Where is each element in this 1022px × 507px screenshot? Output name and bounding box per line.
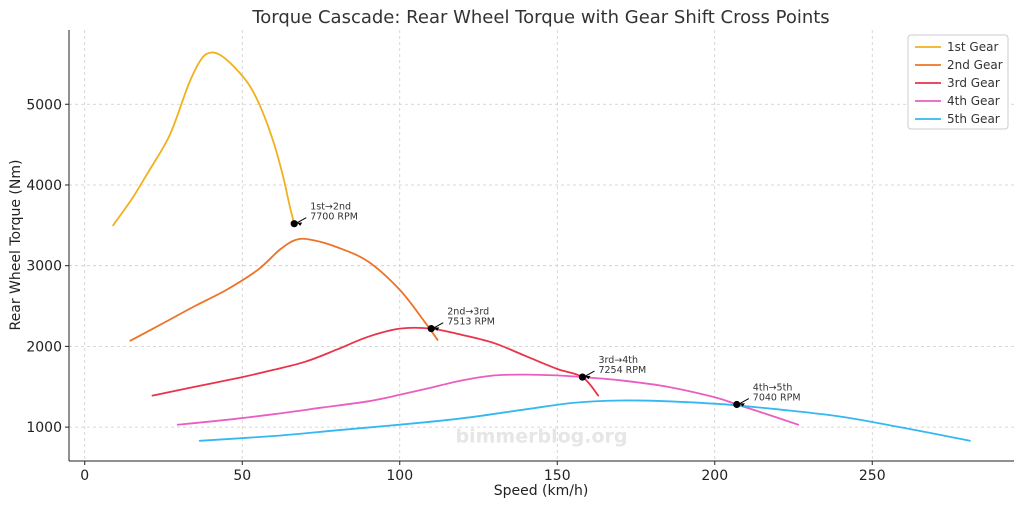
cross-point-label: 4th→5th <box>753 383 793 394</box>
x-tick-label: 50 <box>233 468 251 484</box>
y-tick-label: 5000 <box>26 97 62 113</box>
legend-label: 4th Gear <box>947 94 1000 108</box>
chart-title: Torque Cascade: Rear Wheel Torque with G… <box>251 7 829 28</box>
series-line-gear-1 <box>112 51 296 227</box>
cross-point-rpm: 7040 RPM <box>753 393 801 404</box>
y-axis-label: Rear Wheel Torque (Nm) <box>8 160 24 331</box>
y-tick-label: 3000 <box>26 259 62 275</box>
cross-point-arrow <box>434 322 444 329</box>
cross-point-label: 1st→2nd <box>310 202 351 213</box>
series-line-gear-3 <box>151 326 600 397</box>
x-axis-label: Speed (km/h) <box>494 483 589 499</box>
cross-point-arrow <box>739 398 750 404</box>
y-tick-label: 2000 <box>26 339 62 355</box>
cross-point-rpm: 7513 RPM <box>447 317 495 328</box>
cross-point-arrowhead <box>585 375 591 380</box>
series-line-gear-5 <box>198 399 971 442</box>
cross-point-marker <box>290 220 298 228</box>
x-tick-label: 100 <box>386 468 413 484</box>
cross-point-marker <box>427 325 435 333</box>
cross-point-label: 3rd→4th <box>598 355 638 366</box>
legend-label: 3rd Gear <box>947 76 1000 90</box>
cross-point-rpm: 7254 RPM <box>598 365 646 376</box>
series-line-gear-4 <box>176 373 800 426</box>
cross-point-arrowhead <box>297 222 303 226</box>
legend-box <box>907 34 1009 130</box>
cross-point-arrow <box>585 370 595 377</box>
watermark-text: bimmerblog.org <box>456 425 628 447</box>
plot-area: 0 50 100 150 200 250 1000 2000 3000 4000 5000 bimme… <box>26 30 1014 484</box>
cross-point-arrowhead <box>739 403 745 407</box>
y-tick-label: 4000 <box>26 178 62 194</box>
x-tick-label: 150 <box>544 468 571 484</box>
legend-label: 1st Gear <box>947 40 998 54</box>
series-line-gear-2 <box>129 237 439 342</box>
x-tick-label: 250 <box>859 468 886 484</box>
cross-point-marker <box>733 400 741 409</box>
cross-point-rpm: 7700 RPM <box>310 212 358 223</box>
legend-label: 5th Gear <box>947 112 1000 126</box>
cross-point-marker <box>578 373 587 381</box>
x-tick-label: 200 <box>701 468 728 484</box>
y-tick-label: 1000 <box>26 420 62 436</box>
cross-point-arrow <box>296 217 307 224</box>
x-tick-label: 0 <box>80 468 89 484</box>
cross-point-arrowhead <box>434 327 440 331</box>
cross-point-label: 2nd→3rd <box>447 307 489 318</box>
legend-label: 2nd Gear <box>947 58 1003 72</box>
